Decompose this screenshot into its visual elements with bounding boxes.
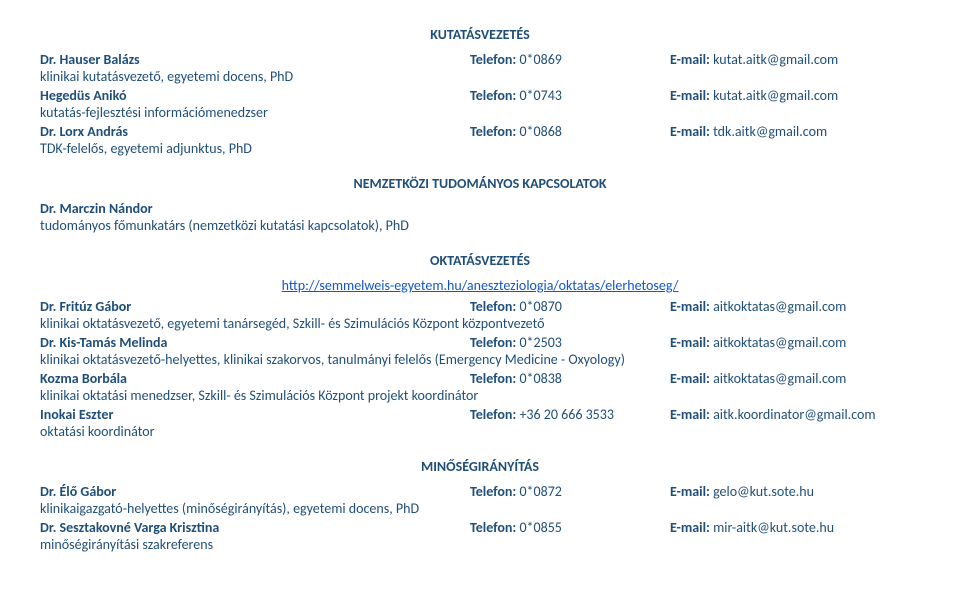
- person-name: Dr. Marczin Nándor: [40, 200, 920, 217]
- person-name: Dr. Kis-Tamás Melinda: [40, 334, 470, 351]
- email-value: aitkoktatas@gmail.com: [713, 334, 846, 351]
- section-heading-kutatasvezetes: KUTATÁSVEZETÉS: [40, 26, 920, 43]
- email-cell: E-mail: aitkoktatas@gmail.com: [670, 370, 920, 387]
- person-role: oktatási koordinátor: [40, 423, 920, 440]
- person-name: Dr. Élő Gábor: [40, 483, 470, 500]
- email-cell: E-mail: kutat.aitk@gmail.com: [670, 51, 920, 68]
- email-value: aitkoktatas@gmail.com: [713, 298, 846, 315]
- email-label: E-mail:: [670, 483, 710, 500]
- email-cell: E-mail: aitk.koordinator@gmail.com: [670, 406, 920, 423]
- phone-value: 0*0869: [519, 51, 561, 68]
- section-heading-oktatasvezetes: OKTATÁSVEZETÉS: [40, 252, 920, 269]
- email-cell: E-mail: aitkoktatas@gmail.com: [670, 334, 920, 351]
- entry-row: Dr. Kis-Tamás Melinda Telefon: 0*2503 E-…: [40, 334, 920, 351]
- email-value: mir-aitk@kut.sote.hu: [713, 519, 834, 536]
- person-name: Inokai Eszter: [40, 406, 470, 423]
- phone-cell: Telefon: 0*0872: [470, 483, 670, 500]
- email-cell: E-mail: kutat.aitk@gmail.com: [670, 87, 920, 104]
- link-row: http://semmelweis-egyetem.hu/aneszteziol…: [40, 277, 920, 294]
- phone-value: 0*2503: [519, 334, 561, 351]
- phone-value: 0*0838: [519, 370, 561, 387]
- entry-row: Dr. Élő Gábor Telefon: 0*0872 E-mail: ge…: [40, 483, 920, 500]
- email-cell: E-mail: tdk.aitk@gmail.com: [670, 123, 920, 140]
- phone-label: Telefon:: [470, 51, 516, 68]
- entry-row: Kozma Borbála Telefon: 0*0838 E-mail: ai…: [40, 370, 920, 387]
- phone-label: Telefon:: [470, 483, 516, 500]
- entry-row: Dr. Hauser Balázs Telefon: 0*0869 E-mail…: [40, 51, 920, 68]
- email-label: E-mail:: [670, 406, 710, 423]
- email-label: E-mail:: [670, 334, 710, 351]
- phone-cell: Telefon: 0*0869: [470, 51, 670, 68]
- phone-label: Telefon:: [470, 406, 516, 423]
- phone-value: 0*0870: [519, 298, 561, 315]
- person-name: Dr. Sesztakovné Varga Krisztina: [40, 519, 470, 536]
- email-value: aitk.koordinator@gmail.com: [713, 406, 876, 423]
- person-role: minőségirányítási szakreferens: [40, 536, 920, 553]
- person-role: TDK-felelős, egyetemi adjunktus, PhD: [40, 140, 920, 157]
- email-label: E-mail:: [670, 370, 710, 387]
- person-name: Hegedüs Anikó: [40, 87, 470, 104]
- section-heading-minosegiranyitas: MINŐSÉGIRÁNYÍTÁS: [40, 458, 920, 475]
- person-name: Dr. Fritúz Gábor: [40, 298, 470, 315]
- education-link[interactable]: http://semmelweis-egyetem.hu/aneszteziol…: [282, 277, 679, 294]
- phone-cell: Telefon: 0*0870: [470, 298, 670, 315]
- phone-value: 0*0872: [519, 483, 561, 500]
- person-role: klinikai oktatási menedzser, Szkill- és …: [40, 387, 920, 404]
- email-cell: E-mail: mir-aitk@kut.sote.hu: [670, 519, 920, 536]
- phone-label: Telefon:: [470, 298, 516, 315]
- person-name: Kozma Borbála: [40, 370, 470, 387]
- person-role: klinikai kutatásvezető, egyetemi docens,…: [40, 68, 920, 85]
- phone-value: +36 20 666 3533: [519, 406, 614, 423]
- person-role: tudományos főmunkatárs (nemzetközi kutat…: [40, 217, 920, 234]
- email-value: aitkoktatas@gmail.com: [713, 370, 846, 387]
- person-role: klinikaigazgató-helyettes (minőségirányí…: [40, 500, 920, 517]
- phone-value: 0*0743: [519, 87, 561, 104]
- phone-label: Telefon:: [470, 87, 516, 104]
- phone-cell: Telefon: 0*0868: [470, 123, 670, 140]
- person-name: Dr. Hauser Balázs: [40, 51, 470, 68]
- person-role: klinikai oktatásvezető-helyettes, klinik…: [40, 351, 920, 368]
- entry-row: Hegedüs Anikó Telefon: 0*0743 E-mail: ku…: [40, 87, 920, 104]
- email-value: kutat.aitk@gmail.com: [713, 51, 838, 68]
- email-label: E-mail:: [670, 87, 710, 104]
- phone-value: 0*0855: [519, 519, 561, 536]
- phone-cell: Telefon: +36 20 666 3533: [470, 406, 670, 423]
- phone-value: 0*0868: [519, 123, 561, 140]
- email-label: E-mail:: [670, 519, 710, 536]
- phone-label: Telefon:: [470, 370, 516, 387]
- phone-cell: Telefon: 0*0838: [470, 370, 670, 387]
- phone-label: Telefon:: [470, 334, 516, 351]
- person-name: Dr. Lorx András: [40, 123, 470, 140]
- email-label: E-mail:: [670, 51, 710, 68]
- phone-cell: Telefon: 0*0855: [470, 519, 670, 536]
- phone-cell: Telefon: 0*2503: [470, 334, 670, 351]
- email-label: E-mail:: [670, 298, 710, 315]
- email-value: kutat.aitk@gmail.com: [713, 87, 838, 104]
- email-cell: E-mail: gelo@kut.sote.hu: [670, 483, 920, 500]
- entry-row: Dr. Sesztakovné Varga Krisztina Telefon:…: [40, 519, 920, 536]
- email-value: tdk.aitk@gmail.com: [713, 123, 827, 140]
- email-value: gelo@kut.sote.hu: [713, 483, 814, 500]
- entry-row: Inokai Eszter Telefon: +36 20 666 3533 E…: [40, 406, 920, 423]
- phone-label: Telefon:: [470, 123, 516, 140]
- email-cell: E-mail: aitkoktatas@gmail.com: [670, 298, 920, 315]
- entry-row: Dr. Fritúz Gábor Telefon: 0*0870 E-mail:…: [40, 298, 920, 315]
- person-role: kutatás-fejlesztési információmenedzser: [40, 104, 920, 121]
- phone-label: Telefon:: [470, 519, 516, 536]
- phone-cell: Telefon: 0*0743: [470, 87, 670, 104]
- section-heading-nemzetkozi: NEMZETKÖZI TUDOMÁNYOS KAPCSOLATOK: [40, 175, 920, 192]
- person-role: klinikai oktatásvezető, egyetemi tanárse…: [40, 315, 920, 332]
- entry-row: Dr. Lorx András Telefon: 0*0868 E-mail: …: [40, 123, 920, 140]
- email-label: E-mail:: [670, 123, 710, 140]
